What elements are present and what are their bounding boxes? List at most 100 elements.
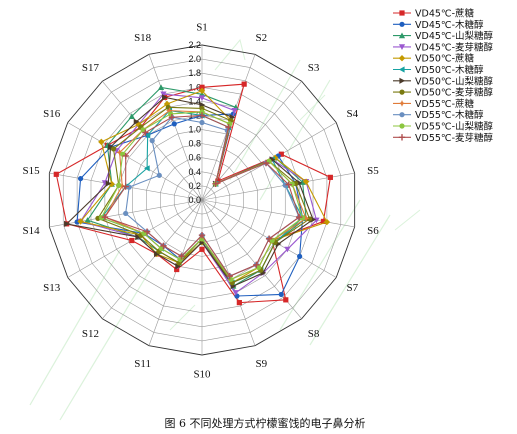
legend-swatch-marker	[399, 89, 405, 95]
series-point	[122, 152, 129, 160]
series-8	[95, 104, 313, 286]
series-point	[118, 182, 126, 190]
grid-spoke	[148, 54, 203, 201]
series-point	[105, 180, 112, 187]
watermark	[29, 38, 421, 421]
legend-swatch-marker	[398, 44, 406, 50]
legend-entry: VD50℃-山梨糖醇	[393, 75, 493, 87]
figure-caption: 图 6 不同处理方式柠檬蜜饯的电子鼻分析	[165, 416, 366, 430]
legend-label: VD50℃-蔗糖	[415, 53, 474, 65]
axis-label-s1: S1	[196, 21, 208, 33]
data-series	[53, 81, 333, 306]
series-point	[160, 91, 167, 98]
series-point	[98, 138, 105, 146]
axis-label-s12: S12	[82, 328, 99, 340]
series-point	[236, 300, 242, 306]
series-point	[84, 217, 91, 223]
series-point	[149, 138, 155, 144]
series-point	[143, 165, 150, 172]
series-point	[101, 213, 109, 221]
series-point	[256, 264, 262, 271]
radial-tick-label: 1.8	[188, 68, 201, 78]
sensor-axis-labels: S1 S2 S3 S4 S5 S6 S7 S8 S9 S10 S11 S12 S13 S14 S15 S16 S…	[22, 21, 379, 380]
legend-swatch-marker	[399, 123, 405, 129]
grid-spoke	[67, 122, 203, 201]
series-point	[162, 94, 168, 101]
axis-label-s11: S11	[134, 358, 151, 370]
series-point	[171, 121, 177, 127]
series-point	[253, 261, 260, 268]
series-point	[154, 250, 160, 258]
series-point	[157, 84, 165, 91]
grid-spoke	[148, 199, 203, 346]
series-point	[128, 113, 135, 119]
radial-tick-label: 0.6	[188, 153, 201, 163]
series-point	[77, 218, 84, 225]
series-point	[108, 180, 116, 188]
axis-label-s10: S10	[193, 369, 211, 381]
series-point	[129, 237, 135, 244]
radial-tick-label: 1.0	[188, 125, 201, 135]
series-point	[302, 178, 310, 185]
series-point	[262, 159, 270, 167]
axis-label-s16: S16	[43, 108, 61, 120]
series-point	[144, 132, 151, 139]
series-point	[110, 146, 117, 152]
legend-label: VD55℃-木糖醇	[415, 109, 484, 121]
series-12	[101, 112, 303, 280]
legend-label: VD45℃-山梨糖醇	[415, 30, 493, 42]
series-point	[327, 174, 333, 180]
series-point	[198, 232, 206, 239]
series-point	[143, 228, 151, 235]
legend-swatch-marker	[399, 21, 405, 27]
radial-tick-label: 0.0	[188, 195, 201, 205]
series-point	[64, 220, 70, 227]
series-point	[199, 119, 205, 126]
series-point	[199, 84, 205, 90]
series-point	[142, 129, 149, 136]
series-point	[116, 149, 124, 156]
series-point	[278, 291, 284, 298]
series-point	[175, 263, 182, 270]
series-point	[212, 180, 219, 188]
legend-label: VD55℃-山梨糖醇	[415, 121, 493, 133]
series-point	[178, 253, 185, 260]
series-point	[225, 123, 232, 131]
legend-label: VD55℃-蔗糖	[415, 98, 474, 110]
series-point	[107, 144, 114, 151]
legend-swatch-marker	[398, 55, 406, 62]
series-point	[265, 235, 273, 242]
legend-entry: VD45℃-麦芽糖醇	[393, 41, 493, 53]
legend-swatch-marker	[398, 66, 405, 73]
series-point	[232, 290, 239, 296]
series-point	[198, 87, 206, 94]
legend-entry: VD45℃-蔗糖	[393, 8, 474, 20]
legend-entry: VD45℃-木糖醇	[393, 19, 484, 31]
grid-spoke	[67, 199, 203, 278]
legend-entry: VD55℃-麦芽糖醇	[393, 132, 493, 144]
series-point	[160, 242, 167, 250]
series-point	[284, 246, 291, 253]
series-point	[158, 245, 164, 252]
legend-swatch-marker	[398, 100, 406, 107]
legend: VD45℃-蔗糖VD45℃-木糖醇VD45℃-山梨糖醇VD45℃-麦芽糖醇VD5…	[393, 8, 493, 144]
radial-tick-label: 0.2	[188, 181, 201, 191]
legend-label: VD50℃-木糖醇	[415, 64, 484, 76]
series-point	[123, 210, 129, 217]
series-point	[53, 171, 59, 177]
series-point	[199, 109, 205, 115]
radial-tick-label: 1.4	[188, 96, 201, 106]
radial-tick-label: 0.8	[188, 139, 201, 149]
legend-entry: VD55℃-蔗糖	[393, 98, 474, 110]
series-point	[133, 118, 140, 125]
legend-label: VD45℃-麦芽糖醇	[415, 41, 493, 53]
legend-entry: VD50℃-木糖醇	[393, 64, 484, 76]
legend-entry: VD45℃-山梨糖醇	[393, 30, 493, 42]
legend-swatch-marker	[399, 77, 406, 84]
series-point	[199, 246, 205, 252]
series-point	[168, 114, 176, 121]
series-point	[140, 127, 146, 133]
legend-entry: VD55℃-山梨糖醇	[393, 121, 493, 133]
series-point	[198, 95, 206, 101]
